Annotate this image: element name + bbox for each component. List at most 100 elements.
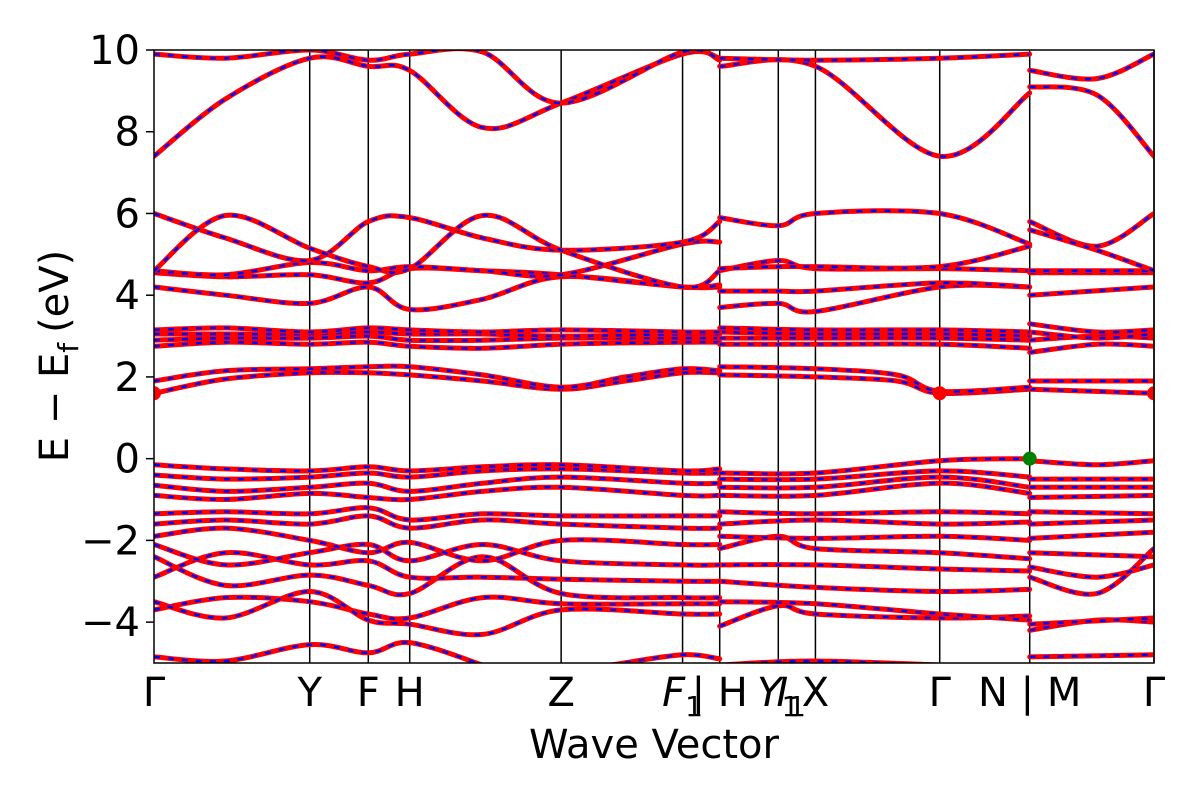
band-31-spin-up bbox=[154, 474, 723, 494]
band-73-spin-down bbox=[154, 50, 721, 158]
band-11-spin-down bbox=[719, 580, 1030, 593]
x-tick-label-0: Γ bbox=[143, 670, 166, 716]
band-69-spin-up bbox=[1027, 211, 1154, 249]
band-15-spin-down bbox=[1029, 563, 1154, 579]
band-3-spin-down bbox=[1029, 653, 1154, 659]
band-78-spin-up bbox=[1027, 51, 1154, 82]
band-9-spin-down bbox=[1029, 616, 1154, 626]
band-67-spin-up bbox=[154, 211, 723, 264]
x-tick-label-2: F bbox=[357, 670, 380, 716]
x-tick-label-3: H bbox=[395, 670, 425, 716]
x-tick-label-11: N | M bbox=[978, 670, 1081, 716]
band-18-spin-down bbox=[1029, 551, 1154, 558]
band-12-spin-down bbox=[1029, 547, 1154, 596]
x-tick-label-8: I1 bbox=[776, 670, 806, 723]
band-5-spin-down bbox=[719, 604, 1030, 628]
band-53-spin-down bbox=[719, 330, 1030, 338]
y-tick-label-7: 10 bbox=[89, 28, 140, 74]
band-26-spin-down bbox=[719, 510, 1030, 516]
band-24-spin-down bbox=[1029, 518, 1154, 526]
band-2-spin-up bbox=[718, 658, 942, 663]
x-tick-label-9: X bbox=[802, 670, 829, 716]
band-55-spin-down bbox=[154, 326, 720, 334]
extremum-marker-1 bbox=[932, 386, 947, 401]
band-20-spin-down bbox=[719, 535, 1030, 542]
band-40-spin-up bbox=[154, 369, 723, 396]
band-27-spin-down bbox=[1029, 510, 1154, 516]
band-43-spin-up bbox=[154, 363, 723, 390]
band-38-spin-down bbox=[719, 457, 1030, 476]
band-0-spin-down bbox=[154, 641, 481, 663]
x-tick-label-12: Γ bbox=[1143, 670, 1166, 716]
y-axis-title-main: E − E bbox=[32, 353, 78, 463]
y-tick-label-2: 0 bbox=[115, 437, 140, 483]
y-axis-title: E − Ef (eV) bbox=[32, 250, 85, 463]
band-54-spin-down bbox=[1029, 330, 1154, 340]
band-6-spin-down bbox=[1029, 618, 1154, 632]
band-71-spin-down bbox=[719, 244, 1030, 270]
band-68-spin-down bbox=[719, 209, 1031, 246]
band-49-spin-down bbox=[154, 334, 720, 342]
x-tick-label-6: | H bbox=[692, 670, 748, 716]
band-50-spin-down bbox=[719, 336, 1030, 342]
band-74-spin-down bbox=[719, 58, 1031, 158]
band-16-spin-down bbox=[154, 543, 720, 567]
y-tick-label-4: 4 bbox=[115, 273, 140, 319]
extrema-markers bbox=[154, 386, 1154, 466]
band-67-spin-down bbox=[154, 212, 721, 262]
band-74-spin-up bbox=[717, 57, 1033, 159]
band-13-spin-down bbox=[154, 551, 720, 583]
band-62-spin-down bbox=[719, 281, 1030, 293]
plot-frame bbox=[153, 49, 1155, 664]
band-0-spin-up bbox=[154, 639, 485, 663]
y-tick-label-6: 8 bbox=[115, 110, 140, 156]
band-7-spin-down bbox=[154, 590, 720, 637]
band-19-spin-down bbox=[154, 526, 720, 563]
band-4-spin-up bbox=[154, 594, 723, 622]
band-51-spin-down bbox=[1029, 334, 1154, 342]
band-59-spin-down bbox=[719, 283, 1030, 314]
band-39-spin-down bbox=[1029, 459, 1154, 467]
extremum-marker-0 bbox=[154, 386, 161, 401]
band-34-spin-down bbox=[154, 467, 720, 481]
band-73-spin-up bbox=[154, 50, 723, 159]
x-axis-title: Wave Vector bbox=[529, 722, 780, 768]
band-46-spin-down bbox=[154, 340, 720, 350]
x-tick-label-7: Y1 bbox=[757, 670, 799, 723]
band-70-spin-down bbox=[154, 214, 721, 289]
band-75-spin-up bbox=[1027, 84, 1154, 159]
band-47-spin-down bbox=[719, 342, 1030, 350]
band-76-spin-down bbox=[154, 50, 721, 105]
band-17-spin-down bbox=[719, 535, 1030, 561]
band-22-spin-up bbox=[154, 513, 723, 531]
band-71-spin-up bbox=[717, 243, 1033, 272]
band-14-spin-down bbox=[719, 563, 1030, 573]
band-37-spin-down bbox=[154, 463, 720, 473]
band-28-spin-down bbox=[154, 485, 720, 502]
band-52-spin-down bbox=[154, 330, 720, 338]
x-tick-label-4: Z bbox=[547, 670, 574, 716]
band-32-spin-down bbox=[719, 475, 1030, 490]
y-axis-title-sub: f bbox=[52, 342, 85, 353]
band-21-spin-down bbox=[1029, 530, 1154, 540]
extremum-marker-3 bbox=[1022, 451, 1037, 466]
band-48-spin-up bbox=[1027, 341, 1154, 355]
y-tick-label-3: 2 bbox=[115, 355, 140, 401]
band-42-spin-down bbox=[1029, 387, 1154, 395]
extremum-marker-2 bbox=[1147, 386, 1154, 401]
band-78-spin-down bbox=[1029, 52, 1154, 81]
band-35-spin-down bbox=[719, 469, 1030, 481]
x-tick-label-1: Y bbox=[296, 670, 322, 716]
band-57-spin-down bbox=[1029, 322, 1154, 334]
band-75-spin-down bbox=[1029, 85, 1154, 158]
band-60-spin-down bbox=[1029, 285, 1154, 297]
band-57-spin-up bbox=[1027, 321, 1154, 335]
bands bbox=[154, 50, 1154, 663]
x-tick-label-10: Γ bbox=[929, 670, 952, 716]
band-48-spin-down bbox=[1029, 342, 1154, 354]
band-68-spin-up bbox=[717, 208, 1033, 247]
band-25-spin-up bbox=[154, 505, 723, 523]
y-tick-label-1: −2 bbox=[81, 518, 140, 564]
